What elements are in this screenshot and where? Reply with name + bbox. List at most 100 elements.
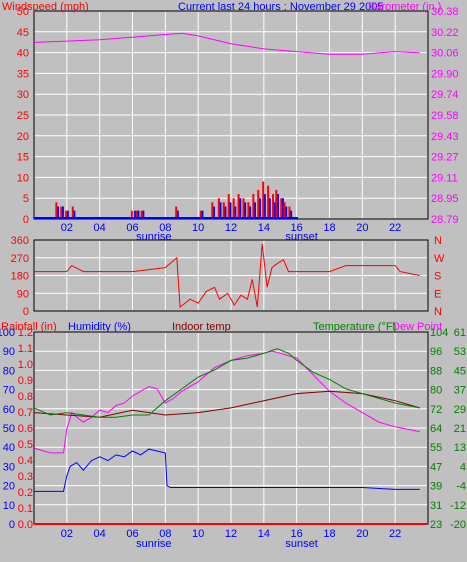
wind_gust-bar — [244, 202, 247, 219]
rainfall-tick-label: 0.6 — [18, 423, 33, 435]
rainfall-tick-label: 0.9 — [18, 375, 33, 387]
wind_speed-bar — [237, 194, 240, 219]
wind-x-tick-label: 18 — [323, 222, 335, 234]
temperature-tick-label: 47 — [430, 461, 442, 473]
wind_gust-bar — [281, 198, 284, 219]
dewpoint-tick-label: 21 — [454, 423, 466, 435]
humidity-tick-label: 80 — [3, 365, 15, 377]
wind_gust-bar — [239, 198, 242, 219]
dewpoint-tick-label: 53 — [454, 346, 466, 358]
temp-x-tick-label: 12 — [225, 528, 237, 540]
rainfall-tick-label: 0.0 — [18, 519, 33, 531]
humidity-tick-label: 100 — [0, 327, 15, 339]
wind-x-tick-label: 06 — [126, 222, 138, 234]
humidity-tick-label: 90 — [3, 346, 15, 358]
wind_gust-bar — [137, 210, 140, 219]
barometer-tick-label: 29.27 — [431, 152, 459, 164]
windspeed-tick-label: 20 — [17, 131, 29, 143]
barometer-tick-label: 29.90 — [431, 68, 459, 80]
dewpoint-tick-label: -12 — [450, 500, 466, 512]
wind_gust-bar — [229, 202, 232, 219]
temperature-axis-label: Temperature (°F) — [313, 321, 396, 333]
wind_speed-bar — [288, 206, 291, 219]
temp-x-tick-label: 16 — [291, 528, 303, 540]
temperature-tick-label: 64 — [430, 423, 442, 435]
humidity-tick-label: 0 — [9, 519, 15, 531]
rainfall-tick-label: 0.7 — [18, 407, 33, 419]
wind_gust-bar — [249, 206, 252, 219]
wind_speed-bar — [211, 202, 214, 219]
humidity-tick-label: 20 — [3, 481, 15, 493]
humidity-tick-label: 50 — [3, 423, 15, 435]
compass-tick-label: N — [434, 235, 442, 247]
rainfall-tick-label: 1.2 — [18, 327, 33, 339]
wind_speed-bar — [71, 206, 74, 219]
dewpoint-tick-label: 61 — [454, 327, 466, 339]
windspeed-tick-label: 50 — [17, 6, 29, 18]
rainfall-axis-label: Rainfall (in) — [1, 321, 57, 333]
barometer-tick-label: 28.95 — [431, 193, 459, 205]
wind_speed-bar — [222, 202, 225, 219]
windspeed-tick-label: 15 — [17, 152, 29, 164]
dewpoint-tick-label: 4 — [460, 461, 466, 473]
wind_speed-bar — [262, 181, 265, 219]
wind_gust-bar — [290, 210, 293, 219]
wind_gust-bar — [258, 198, 261, 219]
rainfall-tick-label: 0.4 — [18, 455, 33, 467]
temperature-tick-label: 80 — [430, 385, 442, 397]
windspeed-tick-label: 40 — [17, 48, 29, 60]
wind_gust-bar — [73, 210, 76, 219]
chart-title: Current last 24 hours : November 29 2005 — [178, 1, 383, 13]
wind_speed-bar — [60, 206, 63, 219]
wind-x-tick-label: 04 — [94, 222, 106, 234]
indoor-temp-label: Indoor temp — [172, 321, 231, 333]
dewpoint-tick-label: 45 — [454, 365, 466, 377]
rainfall-tick-label: 0.3 — [18, 471, 33, 483]
barometer-tick-label: 28.79 — [431, 214, 459, 226]
axis-layer: 0510152025303540455028.7928.9529.1129.27… — [0, 6, 466, 550]
wind_gust-bar — [263, 194, 266, 219]
rainfall-tick-label: 0.8 — [18, 391, 33, 403]
wind_gust-bar — [273, 202, 276, 219]
wind_speed-bar — [280, 198, 283, 219]
wind_gust-bar — [268, 198, 271, 219]
barometer-tick-label: 29.74 — [431, 89, 459, 101]
wind_gust-bar — [234, 206, 237, 219]
wind-x-tick-label: 22 — [389, 222, 401, 234]
sunrise-label: sunrise — [136, 538, 171, 550]
wind-x-tick-label: 20 — [356, 222, 368, 234]
wind_speed-bar — [247, 202, 250, 219]
temperature-tick-label: 23 — [430, 519, 442, 531]
wind_gust-bar — [212, 206, 215, 219]
wind_gust-bar — [285, 206, 288, 219]
temperature-tick-label: 88 — [430, 365, 442, 377]
barometer-line — [33, 32, 420, 55]
wind_gust-bar — [66, 210, 69, 219]
humidity-tick-label: 70 — [3, 385, 15, 397]
wind_speed-bar — [135, 210, 138, 219]
humidity-tick-label: 40 — [3, 442, 15, 454]
direction-tick-label: 180 — [11, 271, 29, 283]
windspeed-tick-label: 10 — [17, 172, 29, 184]
temp-x-tick-label: 08 — [159, 528, 171, 540]
temperature-tick-label: 96 — [430, 346, 442, 358]
wind-direction-line — [34, 243, 420, 309]
temp-x-tick-label: 18 — [323, 528, 335, 540]
temp-x-tick-label: 04 — [94, 528, 106, 540]
windspeed-axis-label: Windspeed (mph) — [2, 1, 89, 13]
windspeed-tick-label: 30 — [17, 89, 29, 101]
wind_gust-bar — [176, 210, 179, 219]
wind_gust-bar — [276, 194, 279, 219]
sunset-label: sunset — [285, 231, 317, 243]
barometer-tick-label: 29.43 — [431, 131, 459, 143]
compass-tick-label: S — [434, 271, 441, 283]
sunrise-label: sunrise — [136, 231, 171, 243]
wind-x-tick-label: 12 — [225, 222, 237, 234]
temp-x-tick-label: 06 — [126, 528, 138, 540]
wind_speed-bar — [272, 194, 275, 219]
wind-x-tick-label: 10 — [192, 222, 204, 234]
wind_speed-bar — [140, 210, 143, 219]
wind_gust-bar — [56, 206, 59, 219]
rainfall-tick-label: 1.1 — [18, 343, 33, 355]
wind_speed-bar — [242, 198, 245, 219]
